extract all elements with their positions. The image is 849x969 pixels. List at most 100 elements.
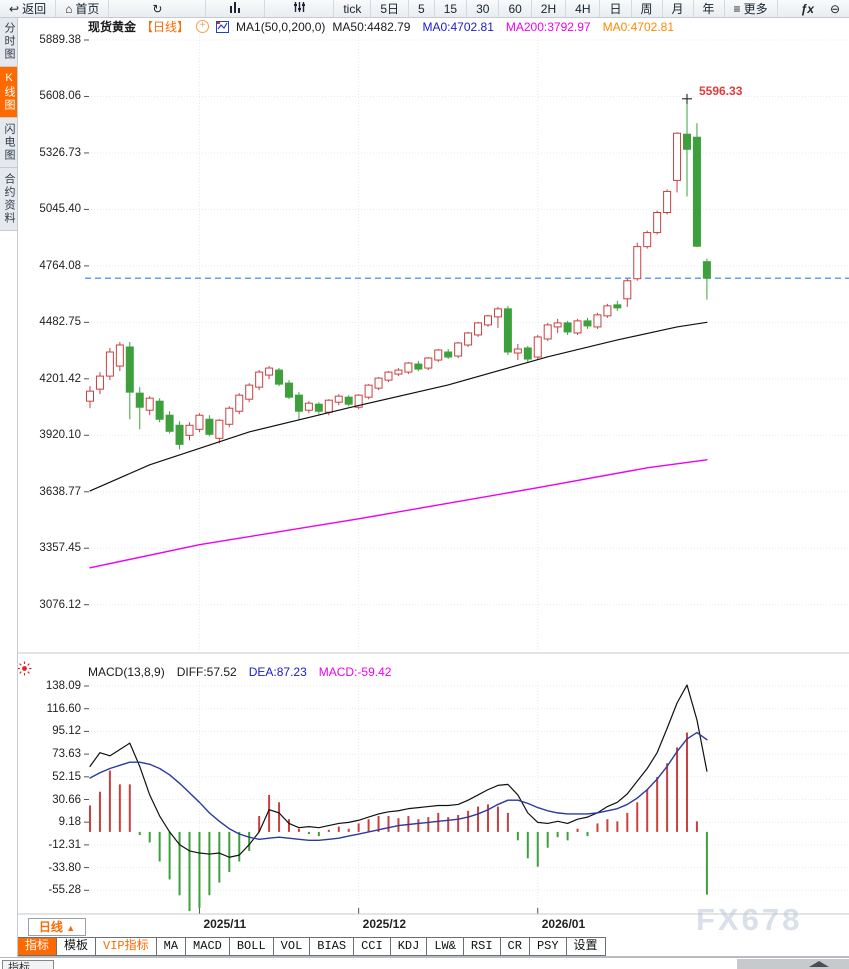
toolbar-indicator-sliders-icon-button[interactable] [265,0,335,17]
indicator-tab-4[interactable]: MACD [186,937,230,956]
y-axis-label: 138.09 [45,680,81,692]
toolbar-refresh-icon-button[interactable]: ↻ [109,0,207,17]
y-axis-label: 3638.77 [39,485,81,498]
x-axis-label: 2026/01 [541,917,586,931]
home-icon: ⌂ [65,1,73,16]
horizontal-scrollbar-thumb[interactable] [737,959,849,969]
period-label: 【日线】 [141,20,190,34]
sidebar-tab-contract-info[interactable]: 合约资料 [0,168,17,231]
toolbar-15-label: 15 [443,1,458,16]
ma-value-2: MA200:3792.97 [505,19,591,34]
ma-value-1: MA0:4702.81 [422,19,494,34]
y-axis-label: 5045.40 [39,203,81,216]
more-icon: ≡ [733,1,741,16]
toolbar-2h-button[interactable]: 2H [532,0,567,17]
toolbar-4h-label: 4H [575,1,591,16]
y-axis-label: 73.63 [52,748,81,761]
toolbar-tick-label: tick [343,1,362,16]
indicator-tab-1[interactable]: 模板 [57,937,97,956]
toolbar-back-button[interactable]: ↩ 返回 [0,0,57,17]
macd-header: MACD(13,8,9) DIFF:57.52 DEA:87.23 MACD:-59… [88,665,391,679]
toolbar-zoom-out-icon-button[interactable]: ⊖ [823,0,847,17]
high-price-tag: 5596.33 [699,84,743,98]
toolbar-4h-button[interactable]: 4H [566,0,601,17]
toolbar-more-button[interactable]: ≡ 更多 [725,0,778,17]
toolbar-month-button[interactable]: 月 [663,0,694,17]
ma-value-0: MA50:4482.79 [332,19,411,34]
macd-value-0: DIFF:57.52 [176,665,237,679]
toolbar-15-button[interactable]: 15 [435,0,468,17]
indicator-tab-13[interactable]: PSY [529,937,567,956]
partial-next-row-tab[interactable]: 指标 [2,960,54,969]
toolbar-back-label: 返回 [22,1,47,16]
y-axis-label: 9.18 [58,816,81,829]
macd-value-2: MACD:-59.42 [318,665,392,679]
toolbar-home-label: 首页 [75,1,100,16]
indicator-tab-3[interactable]: MA [156,937,187,956]
macd-values: DIFF:57.52 DEA:87.23 MACD:-59.42 [177,665,392,679]
toolbar-home-button[interactable]: ⌂ 首页 [56,0,110,17]
sidebar-tab-kline[interactable]: K线图 [0,67,17,118]
toolbar-fx-icon-button[interactable]: ƒx [792,0,823,17]
collapse-arrow-icon[interactable] [809,961,829,967]
toolbar-week-label: 周 [640,1,653,16]
y-axis-label: -33.80 [48,861,81,874]
ma-value-3: MA0:4702.81 [602,19,674,34]
toolbar-year-label: 年 [702,1,715,16]
toolbar-5-label: 5 [418,1,425,16]
y-axis-label: 5326.73 [39,146,81,159]
toolbar-chart-type-icon-button[interactable] [206,0,266,17]
brand-watermark: FX678 [696,902,803,937]
toolbar-5d-button[interactable]: 5日 [371,0,410,17]
toolbar-30-label: 30 [476,1,490,16]
indicator-tab-2[interactable]: VIP指标 [96,937,157,956]
indicator-tab-8[interactable]: CCI [354,937,391,956]
add-overlay-icon[interactable]: + [196,20,210,33]
toolbar-day-button[interactable]: 日 [600,0,632,17]
toolbar-year-button[interactable]: 年 [694,0,725,17]
macd-title: MACD(13,8,9) [88,665,165,679]
symbol-name: 现货黄金 [88,20,137,34]
sidebar-tab-lightning[interactable]: 闪电图 [0,118,17,168]
mini-chart-icon[interactable] [216,20,230,33]
toolbar-5-button[interactable]: 5 [409,0,435,17]
bottom-strip: 指标 [0,957,849,969]
y-axis-label: 52.15 [52,770,81,783]
indicator-tab-10[interactable]: LW& [427,937,464,956]
toolbar-day-label: 日 [609,1,622,16]
toolbar-week-button[interactable]: 周 [632,0,663,17]
y-axis-label: 4764.08 [39,259,81,272]
indicator-settings-icon[interactable] [17,661,32,676]
zoom-out-icon: ⊖ [829,1,840,16]
toolbar-30-button[interactable]: 30 [467,0,500,17]
indicator-tab-12[interactable]: CR [500,937,530,956]
toolbar-60-button[interactable]: 60 [499,0,532,17]
x-axis-label: 2025/11 [203,917,247,931]
indicator-tab-14[interactable]: 设置 [566,937,606,956]
sidebar-tab-timeshare[interactable]: 分时图 [0,17,17,67]
period-selector-button[interactable]: 日线 ▲ [28,918,86,936]
y-axis-label: 30.66 [52,793,81,806]
indicator-tab-9[interactable]: KDJ [390,937,428,956]
indicator-tab-6[interactable]: VOL [273,937,311,956]
x-axis-label: 2025/12 [362,917,407,931]
y-axis-label: 116.60 [46,702,81,715]
toolbar-tick-button[interactable]: tick [334,0,372,17]
y-axis-label: -55.28 [48,884,81,897]
sliders-icon [293,1,306,17]
toolbar-5d-label: 5日 [380,1,400,16]
y-axis-label: 3920.10 [39,429,81,442]
indicator-tab-5[interactable]: BOLL [229,937,274,956]
ma-config-label: MA1(50,0,200,0) [236,19,326,34]
chart-type-sidebar: 分时图 K线图 闪电图 合约资料 [0,17,18,957]
indicator-tab-7[interactable]: BIAS [310,937,355,956]
y-axis-label: 5608.06 [39,90,81,103]
y-axis-label: -12.31 [48,838,81,851]
indicator-tab-11[interactable]: RSI [463,937,501,956]
y-axis-label: 3357.45 [39,542,81,555]
refresh-icon: ↻ [152,1,163,16]
indicator-tab-0[interactable]: 指标 [17,937,58,956]
y-axis-label: 95.12 [52,725,81,738]
